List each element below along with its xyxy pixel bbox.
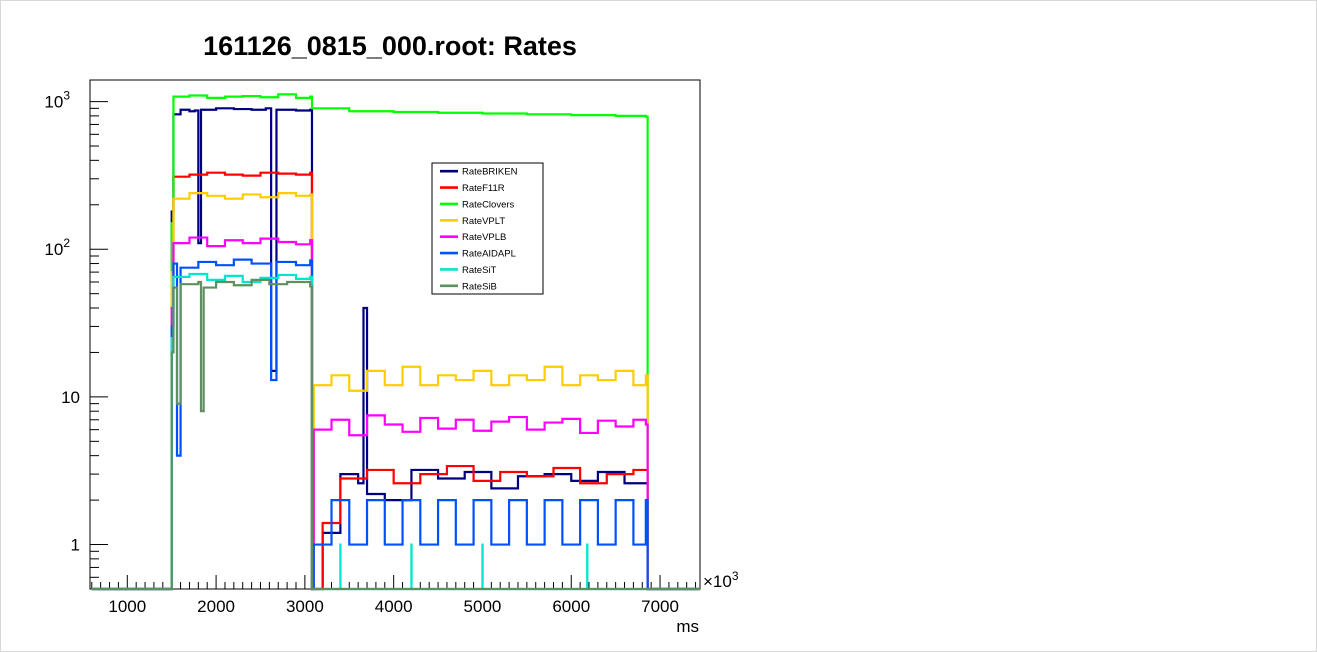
legend-label: RateAIDAPL bbox=[462, 249, 516, 260]
x-axis-multiplier-exponent: 3 bbox=[732, 569, 739, 583]
legend: RateBRIKEN RateF11R RateClovers RateVPLT Rat… bbox=[431, 162, 544, 295]
legend-label: RateSiT bbox=[462, 265, 497, 276]
series-RateVPLT bbox=[91, 191, 700, 591]
x-tick-label: 6000 bbox=[552, 597, 590, 616]
x-tick-label: 3000 bbox=[286, 597, 324, 616]
series-RateVPLB bbox=[91, 236, 700, 591]
series-layer bbox=[91, 93, 700, 591]
y-tick-label: 102 bbox=[44, 236, 70, 259]
legend-label: RateF11R bbox=[462, 183, 505, 194]
x-axis-label: ms bbox=[676, 617, 699, 636]
legend-label: RateSiB bbox=[462, 281, 497, 292]
y-tick-label: 103 bbox=[44, 89, 70, 112]
y-tick-label: 10 bbox=[61, 388, 80, 407]
chart-title: 161126_0815_000.root: Rates bbox=[203, 31, 577, 61]
legend-label: RateBRIKEN bbox=[462, 167, 518, 178]
x-tick-label: 2000 bbox=[197, 597, 235, 616]
x-axis-multiplier: ×103 bbox=[703, 569, 739, 591]
series-RateBRIKEN bbox=[91, 107, 700, 591]
series-RateSiT bbox=[91, 272, 700, 591]
y-tick-exponent: 3 bbox=[63, 89, 70, 103]
y-tick-exponent: 2 bbox=[63, 236, 70, 250]
legend-box bbox=[431, 162, 544, 295]
legend-label: RateClovers bbox=[462, 199, 515, 210]
legend-label: RateVPLT bbox=[462, 216, 505, 227]
series-RateSiB bbox=[91, 278, 700, 591]
axes: 1000 2000 3000 4000 5000 6000 7000 1 10 102 103 bbox=[44, 79, 701, 616]
y-tick-label: 1 bbox=[71, 536, 80, 555]
series-RateAIDAPL bbox=[91, 258, 700, 591]
x-tick-label: 1000 bbox=[108, 597, 146, 616]
x-tick-label: 5000 bbox=[464, 597, 502, 616]
x-tick-label: 7000 bbox=[641, 597, 679, 616]
x-axis-multiplier-base: ×10 bbox=[703, 572, 732, 591]
series-RateClovers bbox=[91, 93, 700, 591]
legend-label: RateVPLB bbox=[462, 232, 506, 243]
x-tick-label: 4000 bbox=[375, 597, 413, 616]
